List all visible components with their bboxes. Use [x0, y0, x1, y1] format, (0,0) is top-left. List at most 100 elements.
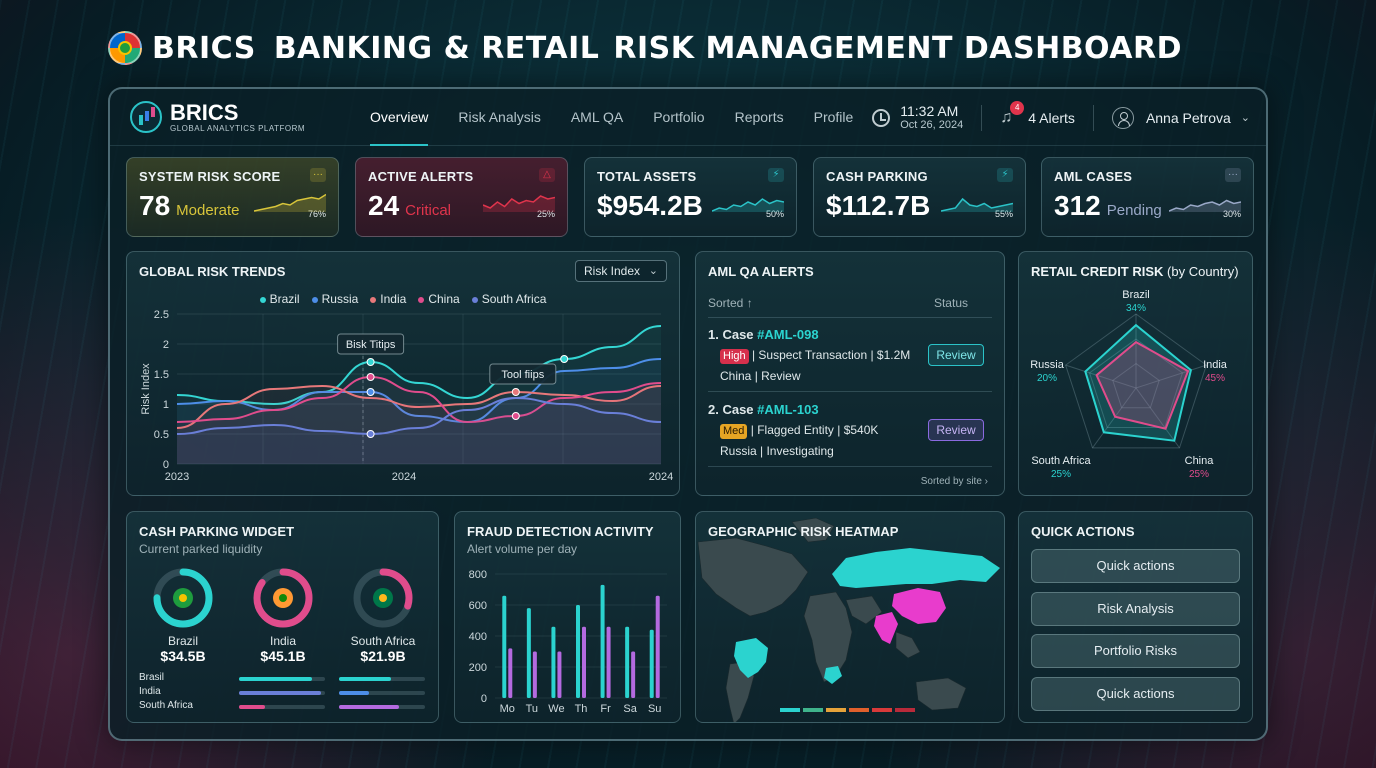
- y-tick-label: 0.5: [154, 429, 169, 441]
- progress-fill: [339, 705, 400, 709]
- risk-analysis-button[interactable]: Risk Analysis: [1031, 592, 1240, 626]
- bar-row-label: South Africa: [139, 700, 193, 711]
- donut-label: Brazil: [167, 634, 198, 648]
- review-button[interactable]: Review: [928, 344, 984, 366]
- case-id[interactable]: #AML-098: [757, 327, 819, 342]
- portfolio-risks-button[interactable]: Portfolio Risks: [1031, 634, 1240, 668]
- donut-chart: [253, 568, 313, 628]
- analytics-globe-icon: [130, 101, 162, 133]
- map-china: [892, 588, 946, 624]
- donut-brazil[interactable]: Brazil $34.5B: [133, 566, 233, 664]
- kpi-percent: 76%: [307, 209, 326, 219]
- nav-right: 11:32 AM Oct 26, 2024 ♫ 4 4 Alerts Anna P…: [872, 89, 1250, 146]
- radar-spoke: [1135, 364, 1207, 389]
- bell-icon[interactable]: ♫ 4: [1000, 100, 1025, 127]
- heat-legend-swatch: [803, 708, 823, 712]
- kpi-card[interactable]: SYSTEM RISK SCORE 78 Moderate ··· 76%: [126, 157, 339, 237]
- kpi-badge-icon[interactable]: ⚡: [997, 168, 1013, 182]
- series-area: [177, 398, 661, 464]
- kpi-percent: 55%: [994, 209, 1013, 219]
- legend-item[interactable]: Brazil: [259, 292, 300, 306]
- section-title: AML QA ALERTS: [708, 264, 814, 279]
- tab-portfolio[interactable]: Portfolio: [653, 109, 705, 125]
- legend-item[interactable]: Russia: [311, 292, 358, 306]
- tab-reports[interactable]: Reports: [734, 109, 784, 125]
- sparkline-area: [941, 199, 1013, 212]
- tooltip-text: Tool fiips: [501, 369, 544, 381]
- bar: [582, 626, 586, 698]
- case-line1: High | Suspect Transaction | $1.2M: [708, 345, 992, 366]
- alerts-link[interactable]: 4 Alerts: [1028, 109, 1075, 126]
- divider: [708, 466, 992, 467]
- donut-india[interactable]: India $45.1B: [233, 566, 333, 664]
- user-avatar-icon[interactable]: [1111, 106, 1134, 129]
- legend-item[interactable]: China: [418, 292, 460, 306]
- series-line: [176, 396, 662, 436]
- progress-track: [339, 677, 425, 681]
- case-title: 1. Case #AML-098: [708, 324, 992, 345]
- kpi-badge-icon[interactable]: ⚡: [768, 168, 784, 182]
- case-details: | Flagged Entity | $540K: [747, 423, 879, 437]
- tab-risk-analysis[interactable]: Risk Analysis: [458, 109, 541, 125]
- review-button[interactable]: Review: [928, 419, 984, 441]
- tooltip: Bisk Titips: [337, 333, 405, 355]
- kpi-badge-icon[interactable]: △: [539, 168, 555, 182]
- donut-value: $34.5B: [160, 648, 206, 664]
- sparkline-line: [483, 195, 555, 209]
- legend-item[interactable]: India: [370, 292, 406, 306]
- y-tick-label: 2.5: [154, 309, 169, 321]
- kpi-status: Moderate: [176, 202, 240, 219]
- kpi-card[interactable]: AML CASES 312 Pending ··· 30%: [1041, 157, 1254, 237]
- map-southeast-asia: [895, 631, 921, 659]
- quick-actions-button-2[interactable]: Quick actions: [1031, 677, 1240, 711]
- bar: [532, 651, 537, 698]
- kpi-badge-icon[interactable]: ···: [310, 168, 326, 182]
- radar-spoke: [1135, 387, 1180, 449]
- progress-track: [239, 677, 325, 681]
- y-tick-label: 2: [163, 339, 169, 351]
- aml-table-header: Sorted ↑ Status: [708, 296, 992, 318]
- data-point: [366, 430, 375, 438]
- x-tick-label: 2023: [165, 471, 189, 483]
- aml-alert-item[interactable]: 1. Case #AML-098 High | Suspect Transact…: [708, 324, 992, 387]
- world-map[interactable]: [696, 512, 1005, 723]
- tab-profile[interactable]: Profile: [813, 109, 854, 125]
- quick-actions-button[interactable]: Quick actions: [1031, 549, 1240, 583]
- case-id[interactable]: #AML-103: [757, 402, 819, 417]
- kpi-card[interactable]: TOTAL ASSETS $954.2B ⚡ 50%: [584, 157, 797, 237]
- heat-legend: [780, 708, 915, 712]
- tab-overview[interactable]: Overview: [370, 89, 429, 146]
- bar: [606, 626, 611, 698]
- aml-alert-item[interactable]: 2. Case #AML-103 Med | Flagged Entity | …: [708, 399, 992, 462]
- legend-dot: [311, 296, 318, 303]
- tab-aml-qa[interactable]: AML QA: [570, 109, 624, 125]
- title-suffix: (by Country): [1163, 264, 1239, 279]
- kpi-badge-icon[interactable]: ···: [1225, 168, 1241, 182]
- y-tick-label: 0: [481, 693, 487, 705]
- x-tick-label: 2024: [392, 471, 416, 483]
- chevron-down-icon: ⌄: [648, 265, 658, 277]
- kpi-sparkline: [1169, 199, 1241, 212]
- x-tick-label: Mo: [500, 703, 515, 715]
- sorted-label[interactable]: Sorted ↑: [708, 296, 753, 310]
- donut-south-africa[interactable]: South Africa $21.9B: [333, 566, 433, 664]
- heat-legend-swatch: [780, 708, 800, 712]
- kpi-card[interactable]: ACTIVE ALERTS 24 Critical △ 25%: [355, 157, 568, 237]
- case-prefix: 1. Case: [708, 327, 758, 342]
- case-line2: China | Review: [720, 369, 801, 383]
- sorted-by-site-link[interactable]: Sorted by site ›: [920, 476, 988, 487]
- x-tick-label: Fr: [600, 703, 611, 715]
- y-tick-label: 800: [469, 569, 487, 581]
- kpi-percent: 30%: [1222, 209, 1241, 219]
- kpi-card[interactable]: CASH PARKING $112.7B ⚡ 55%: [813, 157, 1026, 237]
- legend-item[interactable]: South Africa: [471, 292, 546, 306]
- kpi-number: $112.7B: [826, 190, 931, 221]
- chevron-down-icon[interactable]: ⌄: [1240, 112, 1250, 124]
- radar-category-label: Russia: [1030, 359, 1065, 371]
- user-name[interactable]: Anna Petrova: [1145, 109, 1231, 126]
- dropdown-value: Risk Index: [584, 264, 641, 278]
- risk-index-dropdown[interactable]: Risk Index ⌄: [575, 260, 667, 282]
- y-tick-label: 600: [469, 600, 487, 612]
- bar: [649, 629, 654, 698]
- case-prefix: 2. Case: [708, 402, 758, 417]
